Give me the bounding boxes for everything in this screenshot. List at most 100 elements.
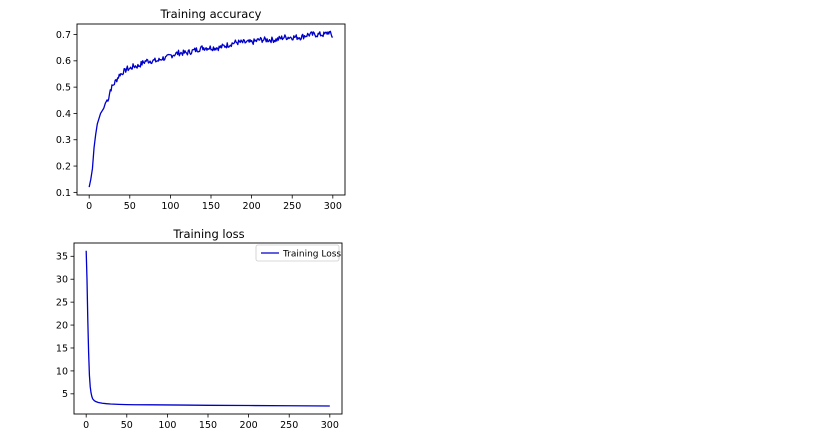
accuracy-ytick-label: 0.6	[56, 56, 71, 67]
accuracy-data-point	[178, 52, 179, 53]
accuracy-chart: Training accuracy 0 50 100 150 200 250 3000.10…	[56, 7, 346, 212]
accuracy-data-point	[119, 73, 120, 74]
loss-data-point	[89, 375, 90, 376]
accuracy-data-point	[111, 87, 112, 88]
loss-data-point	[102, 403, 103, 404]
accuracy-xtick-label: 300	[324, 201, 342, 212]
loss-axes-frame	[73, 242, 343, 415]
accuracy-data-point	[116, 79, 117, 80]
loss-data-point	[86, 250, 87, 251]
accuracy-data-point	[133, 65, 134, 66]
loss-data-point	[90, 392, 91, 393]
accuracy-data-point	[166, 58, 167, 59]
accuracy-data-point	[219, 47, 220, 48]
loss-plot-area: 0 50 100 150 200 250 300 5 10 15 20 25 30 35	[56, 250, 339, 431]
accuracy-series-line	[88, 30, 333, 188]
accuracy-data-point	[210, 47, 211, 48]
accuracy-data-point	[110, 89, 111, 90]
loss-ytick-label: 35	[56, 252, 68, 263]
accuracy-data-point	[332, 37, 333, 38]
accuracy-data-point	[105, 102, 106, 103]
loss-data-point	[167, 404, 168, 405]
loss-data-point	[88, 352, 89, 353]
accuracy-data-point	[170, 55, 171, 56]
loss-data-point	[134, 404, 135, 405]
loss-data-point	[106, 403, 107, 404]
loss-data-point	[329, 405, 330, 406]
loss-xtick-label: 50	[121, 420, 133, 431]
loss-xtick-label: 200	[240, 420, 258, 431]
loss-data-point	[151, 404, 152, 405]
accuracy-data-point	[115, 81, 116, 82]
accuracy-data-point	[194, 50, 195, 51]
accuracy-ytick-label: 0.1	[56, 188, 71, 199]
loss-data-point	[95, 401, 96, 402]
accuracy-axes-frame	[76, 23, 346, 196]
accuracy-data-point	[137, 65, 138, 66]
accuracy-data-point	[106, 100, 107, 101]
loss-legend: Training Loss	[255, 244, 341, 262]
accuracy-data-point	[123, 71, 124, 72]
accuracy-data-point	[316, 34, 317, 35]
accuracy-xtick-label: 100	[161, 201, 179, 212]
loss-data-point	[94, 400, 95, 401]
accuracy-data-point	[235, 42, 236, 43]
accuracy-xtick-label: 150	[202, 201, 220, 212]
loss-data-point	[110, 403, 111, 404]
accuracy-data-point	[259, 39, 260, 40]
loss-xtick-label: 100	[158, 420, 176, 431]
accuracy-xtick-label: 250	[283, 201, 301, 212]
accuracy-data-point	[128, 68, 129, 69]
loss-data-point	[91, 396, 92, 397]
accuracy-data-point	[92, 168, 93, 169]
loss-data-point	[126, 404, 127, 405]
loss-data-point	[118, 404, 119, 405]
accuracy-ytick-label: 0.3	[56, 135, 71, 146]
accuracy-data-point	[103, 108, 104, 109]
loss-ytick-label: 5	[62, 389, 68, 400]
accuracy-xtick-label: 200	[243, 201, 261, 212]
accuracy-data-point	[118, 76, 119, 77]
accuracy-data-point	[186, 52, 187, 53]
loss-ytick-label: 10	[56, 366, 68, 377]
accuracy-data-point	[243, 42, 244, 43]
loss-ytick-label: 30	[56, 275, 68, 286]
loss-xtick-label: 150	[199, 420, 217, 431]
accuracy-data-point	[202, 47, 203, 48]
loss-xtick-label: 300	[321, 420, 339, 431]
accuracy-data-point	[292, 37, 293, 38]
accuracy-data-point	[158, 60, 159, 61]
accuracy-data-point	[162, 58, 163, 59]
accuracy-data-point	[95, 134, 96, 135]
accuracy-data-point	[129, 68, 130, 69]
loss-chart: Training loss 0 50 100 150 200 250 300 5 10 15 20 2…	[56, 227, 343, 431]
accuracy-data-point	[100, 113, 101, 114]
loss-data-point	[98, 402, 99, 403]
accuracy-data-point	[108, 97, 109, 98]
accuracy-ytick-label: 0.5	[56, 83, 71, 94]
accuracy-data-point	[308, 34, 309, 35]
loss-ytick-label: 25	[56, 298, 68, 309]
loss-data-point	[207, 405, 208, 406]
accuracy-data-point	[121, 73, 122, 74]
loss-data-point	[289, 405, 290, 406]
legend-label: Training Loss	[282, 250, 341, 260]
accuracy-data-point	[324, 34, 325, 35]
accuracy-ytick-label: 0.4	[56, 109, 71, 120]
accuracy-data-point	[89, 187, 90, 188]
loss-series-line	[85, 250, 330, 407]
accuracy-data-point	[149, 60, 150, 61]
loss-data-point	[183, 404, 184, 405]
loss-data-point	[86, 279, 87, 280]
accuracy-data-point	[251, 42, 252, 43]
accuracy-data-point	[227, 44, 228, 45]
accuracy-data-point	[300, 37, 301, 38]
accuracy-data-point	[124, 71, 125, 72]
accuracy-plot-area: 0 50 100 150 200 250 300 0.1 0.2 0.3 0.4 0.5 0.6 0.7	[56, 30, 342, 212]
accuracy-data-point	[113, 84, 114, 85]
accuracy-data-point	[102, 110, 103, 111]
loss-data-point	[92, 398, 93, 399]
accuracy-data-point	[267, 39, 268, 40]
loss-ytick-label: 20	[56, 320, 68, 331]
accuracy-data-point	[154, 60, 155, 61]
